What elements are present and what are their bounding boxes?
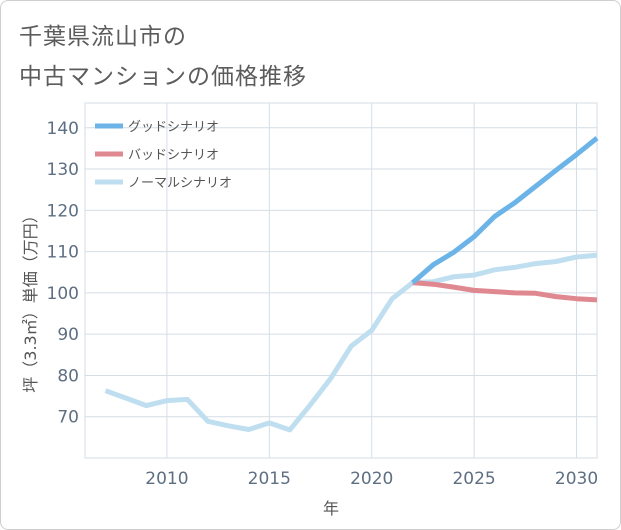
legend-label-good: グッドシナリオ: [128, 120, 219, 135]
y-tick-label: 80: [57, 366, 79, 386]
legend-label-normal: ノーマルシナリオ: [128, 176, 232, 191]
axes: 70 80 90 100 110 120 130 140 2010 2015 2020 2025 203…: [47, 119, 599, 489]
x-tick-label: 2025: [452, 469, 495, 489]
y-tick-label: 110: [47, 243, 79, 263]
series-line-normal: [104, 252, 598, 433]
y-tick-label: 90: [57, 325, 79, 345]
series-lines: [104, 136, 599, 433]
y-tick-label: 140: [47, 119, 79, 139]
y-tick-label: 130: [47, 160, 79, 180]
legend-label-bad: バッドシナリオ: [128, 148, 219, 163]
y-tick-label: 100: [47, 284, 79, 304]
x-tick-label: 2015: [248, 469, 291, 489]
chart-title-line-1: 千葉県流山市の: [19, 24, 187, 50]
plot-area-frame: [84, 102, 598, 459]
y-tick-label: 120: [47, 201, 79, 221]
x-axis-label: 年: [323, 499, 339, 518]
x-tick-label: 2030: [555, 469, 598, 489]
series-line-good: [411, 136, 599, 285]
x-tick-label: 2010: [145, 469, 188, 489]
series-line-bad: [412, 280, 598, 303]
y-axis-label: 坪（3.3㎡）単価（万円）: [21, 207, 40, 392]
chart-title-line-2: 中古マンションの価格推移: [19, 64, 307, 90]
x-tick-label: 2020: [350, 469, 393, 489]
y-tick-label: 70: [57, 408, 79, 428]
